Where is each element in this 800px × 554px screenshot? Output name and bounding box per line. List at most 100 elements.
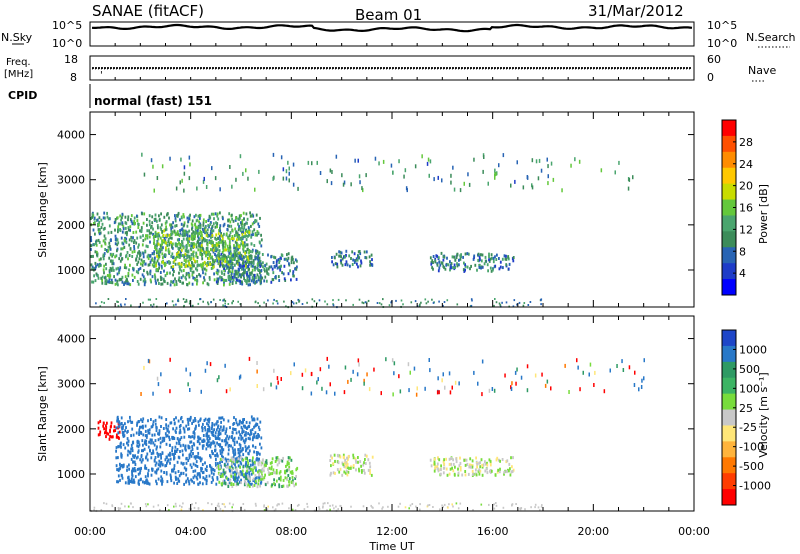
velocity-echo-cell xyxy=(179,444,182,448)
power-echo-cell xyxy=(288,178,290,183)
power-echo-cell xyxy=(177,298,179,301)
power-echo-cell xyxy=(251,276,254,280)
power-echo-cell xyxy=(285,305,287,308)
velocity-echo-cell xyxy=(177,419,180,423)
power-echo-cell xyxy=(293,261,295,265)
velocity-echo-cell xyxy=(105,430,107,434)
power-echo-cell xyxy=(220,270,223,274)
velocity-echo-cell xyxy=(208,420,210,424)
power-echo-cell xyxy=(488,259,491,263)
power-echo-cell xyxy=(259,264,262,268)
power-echo-cell xyxy=(243,277,245,281)
velocity-echo-cell xyxy=(196,477,199,481)
power-echo-cell xyxy=(165,246,167,250)
power-echo-cell xyxy=(290,261,293,265)
velocity-echo-cell xyxy=(126,441,128,445)
power-echo-cell xyxy=(253,278,255,282)
velocity-echo-cell xyxy=(239,433,241,437)
velocity-echo-cell xyxy=(254,502,257,505)
power-echo-cell xyxy=(117,266,119,270)
power-echo-cell xyxy=(430,261,433,265)
power-echo-cell xyxy=(137,226,140,229)
power-echo-cell xyxy=(258,262,261,266)
power-echo-cell xyxy=(296,265,298,269)
power-echo-cell xyxy=(151,252,154,256)
power-echo-cell xyxy=(293,274,295,278)
velocity-echo-cell xyxy=(152,505,155,508)
power-echo-cell xyxy=(116,279,119,283)
velocity-echo-cell xyxy=(366,372,368,377)
power-echo-cell xyxy=(205,254,207,258)
power-echo-cell xyxy=(121,247,124,251)
power-echo-cell xyxy=(433,177,435,182)
power-echo-cell xyxy=(241,280,243,284)
velocity-echo-cell xyxy=(231,485,234,488)
velocity-echo-cell xyxy=(269,472,272,476)
velocity-echo-cell xyxy=(220,425,222,429)
power-echo-cell xyxy=(478,263,481,267)
power-echo-cell xyxy=(547,181,549,186)
power-echo-cell xyxy=(235,254,238,258)
velocity-echo-cell xyxy=(225,465,228,469)
velocity-echo-cell xyxy=(173,464,176,468)
power-echo-cell xyxy=(276,302,279,305)
power-echo-cell xyxy=(207,283,210,287)
power-echo-cell xyxy=(218,244,220,248)
power-echo-cell xyxy=(229,231,232,235)
power-echo-cell xyxy=(240,242,243,246)
velocity-echo-cell xyxy=(281,459,284,463)
power-echo-cell xyxy=(494,175,496,180)
power-echo-cell xyxy=(142,252,145,256)
power-echo-cell xyxy=(332,263,335,267)
velocity-colorbar: Velocity [m s⁻¹] 100050010025-25-100-500… xyxy=(721,329,771,506)
velocity-echo-cell xyxy=(194,469,197,473)
velocity-echo-cell xyxy=(188,456,191,460)
velocity-echo-cell xyxy=(352,453,355,457)
velocity-echo-cell xyxy=(247,479,250,483)
velocity-echo-cell xyxy=(393,361,396,366)
power-echo-cell xyxy=(228,266,231,270)
power-echo-cell xyxy=(247,279,249,283)
velocity-echo-cell xyxy=(211,476,214,480)
power-echo-cell xyxy=(131,250,134,254)
velocity-echo-cell xyxy=(148,428,151,432)
velocity-echo-cell xyxy=(476,465,478,469)
power-echo-cell xyxy=(283,264,286,268)
power-echo-cell xyxy=(91,215,93,219)
velocity-echo-cell xyxy=(255,458,258,462)
velocity-echo-cell xyxy=(130,421,133,424)
power-echo-cell xyxy=(94,266,97,270)
power-echo-cell xyxy=(198,225,200,229)
velocity-echo-cell xyxy=(202,434,205,437)
velocity-echo-cell xyxy=(520,375,523,380)
velocity-echo-cell xyxy=(264,463,266,467)
power-echo-cell xyxy=(235,270,237,274)
power-echo-cell xyxy=(258,225,261,228)
power-echo-cell xyxy=(219,275,221,279)
power-echo-cell xyxy=(440,251,443,255)
power-echo-cell xyxy=(223,283,225,287)
power-echo-cell xyxy=(243,241,246,245)
velocity-echo-cell xyxy=(268,466,271,470)
power-echo-cell xyxy=(203,176,205,181)
power-echo-cell xyxy=(208,234,211,238)
x-tick-label: 08:00 xyxy=(275,525,307,538)
velocity-echo-cell xyxy=(239,374,242,379)
power-echo-cell xyxy=(109,259,112,263)
velocity-echo-cell xyxy=(373,367,375,372)
power-echo-cell xyxy=(148,231,151,235)
nsky-tick-top: 10^5 xyxy=(52,19,82,32)
power-echo-cell xyxy=(163,237,166,240)
power-echo-cell xyxy=(136,219,139,223)
power-echo-cell xyxy=(150,158,153,163)
power-echo-cell xyxy=(142,239,145,243)
power-echo-cell xyxy=(223,298,226,301)
power-echo-cell xyxy=(282,176,285,181)
power-echo-cell xyxy=(181,254,184,257)
power-echo-cell xyxy=(106,215,109,219)
power-echo-cell xyxy=(547,164,549,169)
velocity-echo-cell xyxy=(486,467,488,471)
power-echo-cell xyxy=(108,224,111,228)
